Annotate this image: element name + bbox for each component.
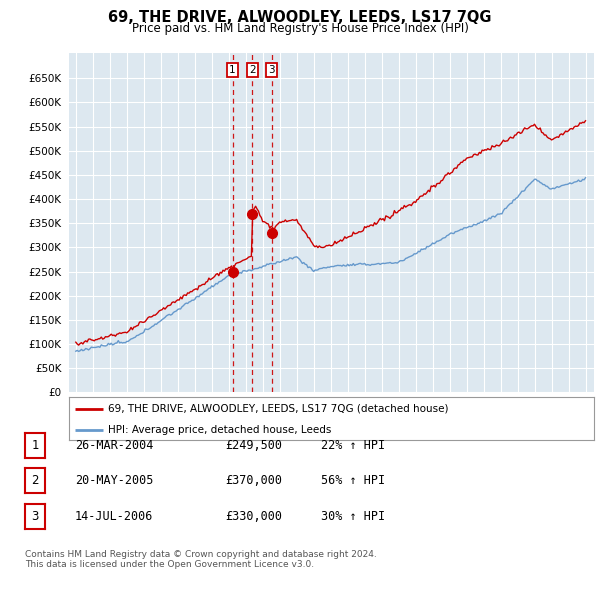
- Text: £370,000: £370,000: [225, 474, 282, 487]
- Text: 2: 2: [31, 474, 39, 487]
- Text: 2: 2: [249, 65, 256, 75]
- Text: 1: 1: [31, 439, 39, 452]
- Text: HPI: Average price, detached house, Leeds: HPI: Average price, detached house, Leed…: [109, 425, 332, 435]
- Text: £249,500: £249,500: [225, 439, 282, 452]
- Text: Price paid vs. HM Land Registry's House Price Index (HPI): Price paid vs. HM Land Registry's House …: [131, 22, 469, 35]
- Text: Contains HM Land Registry data © Crown copyright and database right 2024.: Contains HM Land Registry data © Crown c…: [25, 550, 377, 559]
- Text: 56% ↑ HPI: 56% ↑ HPI: [321, 474, 385, 487]
- Text: 20-MAY-2005: 20-MAY-2005: [75, 474, 154, 487]
- Text: 69, THE DRIVE, ALWOODLEY, LEEDS, LS17 7QG (detached house): 69, THE DRIVE, ALWOODLEY, LEEDS, LS17 7Q…: [109, 404, 449, 414]
- Text: 14-JUL-2006: 14-JUL-2006: [75, 510, 154, 523]
- Text: £330,000: £330,000: [225, 510, 282, 523]
- Text: 30% ↑ HPI: 30% ↑ HPI: [321, 510, 385, 523]
- Text: 26-MAR-2004: 26-MAR-2004: [75, 439, 154, 452]
- Text: 69, THE DRIVE, ALWOODLEY, LEEDS, LS17 7QG: 69, THE DRIVE, ALWOODLEY, LEEDS, LS17 7Q…: [108, 10, 492, 25]
- Text: 1: 1: [229, 65, 236, 75]
- Text: 3: 3: [31, 510, 39, 523]
- Text: 3: 3: [269, 65, 275, 75]
- Text: 22% ↑ HPI: 22% ↑ HPI: [321, 439, 385, 452]
- Text: This data is licensed under the Open Government Licence v3.0.: This data is licensed under the Open Gov…: [25, 560, 314, 569]
